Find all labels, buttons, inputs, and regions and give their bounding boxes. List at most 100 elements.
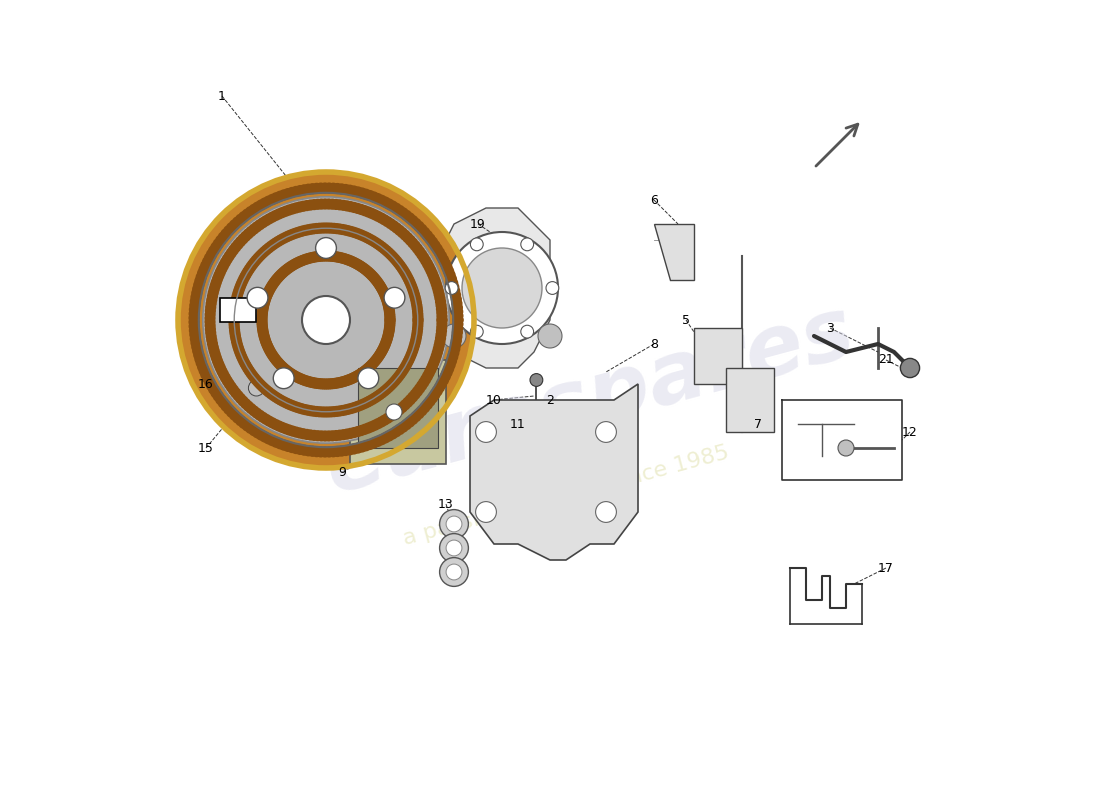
Circle shape <box>238 395 249 406</box>
Circle shape <box>441 367 452 378</box>
Circle shape <box>294 226 305 238</box>
Circle shape <box>257 412 268 423</box>
Circle shape <box>229 318 240 330</box>
Circle shape <box>437 322 448 333</box>
Circle shape <box>334 199 345 210</box>
Circle shape <box>235 279 246 290</box>
Circle shape <box>235 415 246 426</box>
Circle shape <box>444 270 455 281</box>
Circle shape <box>330 378 341 389</box>
Circle shape <box>298 254 309 266</box>
Circle shape <box>412 318 424 329</box>
Circle shape <box>270 276 280 287</box>
Circle shape <box>188 312 199 323</box>
Circle shape <box>196 271 207 282</box>
Circle shape <box>305 199 316 210</box>
Circle shape <box>280 264 292 275</box>
Circle shape <box>336 377 348 388</box>
Circle shape <box>261 292 272 303</box>
Circle shape <box>298 184 310 195</box>
Circle shape <box>260 294 271 305</box>
Circle shape <box>421 230 433 241</box>
Circle shape <box>334 430 345 441</box>
Circle shape <box>383 300 394 311</box>
Circle shape <box>340 184 351 195</box>
Circle shape <box>340 254 351 265</box>
Circle shape <box>379 290 392 302</box>
Circle shape <box>411 303 422 314</box>
Circle shape <box>232 338 243 350</box>
Circle shape <box>256 315 267 326</box>
Circle shape <box>314 222 326 234</box>
Circle shape <box>404 417 416 428</box>
Circle shape <box>266 348 277 359</box>
Text: 9: 9 <box>338 466 345 478</box>
Circle shape <box>242 362 253 374</box>
Circle shape <box>372 352 383 363</box>
Circle shape <box>382 216 394 227</box>
Circle shape <box>436 378 447 390</box>
Circle shape <box>345 255 356 266</box>
Circle shape <box>436 329 447 340</box>
Circle shape <box>295 373 306 384</box>
Circle shape <box>276 207 288 218</box>
Circle shape <box>363 422 374 434</box>
Circle shape <box>284 367 295 378</box>
Circle shape <box>206 298 217 309</box>
Circle shape <box>212 390 223 402</box>
Circle shape <box>209 345 220 356</box>
Circle shape <box>323 250 336 262</box>
Circle shape <box>379 289 390 300</box>
Circle shape <box>431 347 443 358</box>
Circle shape <box>418 377 429 388</box>
Circle shape <box>229 219 240 230</box>
Circle shape <box>230 387 241 398</box>
Circle shape <box>294 402 305 414</box>
Circle shape <box>364 362 375 373</box>
Circle shape <box>231 336 242 347</box>
Circle shape <box>208 245 219 256</box>
Circle shape <box>284 205 295 216</box>
Circle shape <box>304 253 315 264</box>
Circle shape <box>387 428 398 439</box>
Circle shape <box>192 283 204 294</box>
Circle shape <box>407 346 418 357</box>
Circle shape <box>323 198 334 210</box>
Circle shape <box>440 258 451 269</box>
Circle shape <box>356 187 367 198</box>
Circle shape <box>263 386 274 398</box>
Circle shape <box>223 250 234 262</box>
Circle shape <box>261 337 272 348</box>
Circle shape <box>273 209 285 220</box>
Circle shape <box>220 257 231 268</box>
Circle shape <box>275 234 286 246</box>
Circle shape <box>384 321 395 332</box>
Circle shape <box>426 265 437 276</box>
Circle shape <box>316 198 327 210</box>
Circle shape <box>407 414 418 425</box>
Circle shape <box>334 406 345 417</box>
Circle shape <box>440 558 469 586</box>
Circle shape <box>384 306 395 318</box>
Circle shape <box>452 314 463 326</box>
Circle shape <box>223 403 234 414</box>
Circle shape <box>520 326 534 338</box>
Circle shape <box>410 297 422 308</box>
Circle shape <box>235 214 246 225</box>
Circle shape <box>288 401 299 412</box>
Circle shape <box>198 365 210 376</box>
Circle shape <box>595 502 616 522</box>
Circle shape <box>338 376 349 387</box>
Circle shape <box>334 223 345 234</box>
Circle shape <box>451 335 462 346</box>
Circle shape <box>279 266 290 277</box>
Circle shape <box>394 404 405 415</box>
Circle shape <box>400 359 412 370</box>
Circle shape <box>424 262 434 273</box>
Circle shape <box>278 233 289 244</box>
Circle shape <box>192 346 204 357</box>
Circle shape <box>265 346 276 358</box>
Circle shape <box>306 377 317 388</box>
Circle shape <box>374 240 385 251</box>
Circle shape <box>189 329 200 340</box>
